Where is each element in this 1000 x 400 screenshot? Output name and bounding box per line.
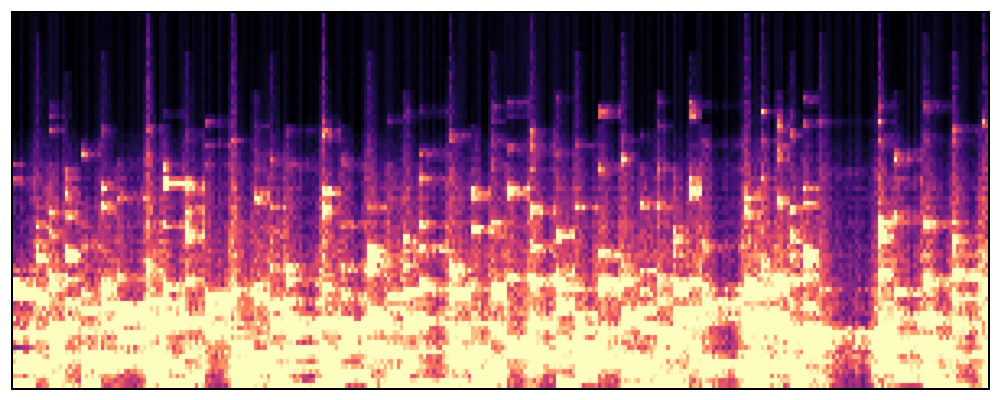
- plot-border: [11, 11, 990, 390]
- spectrogram-canvas: [13, 13, 988, 388]
